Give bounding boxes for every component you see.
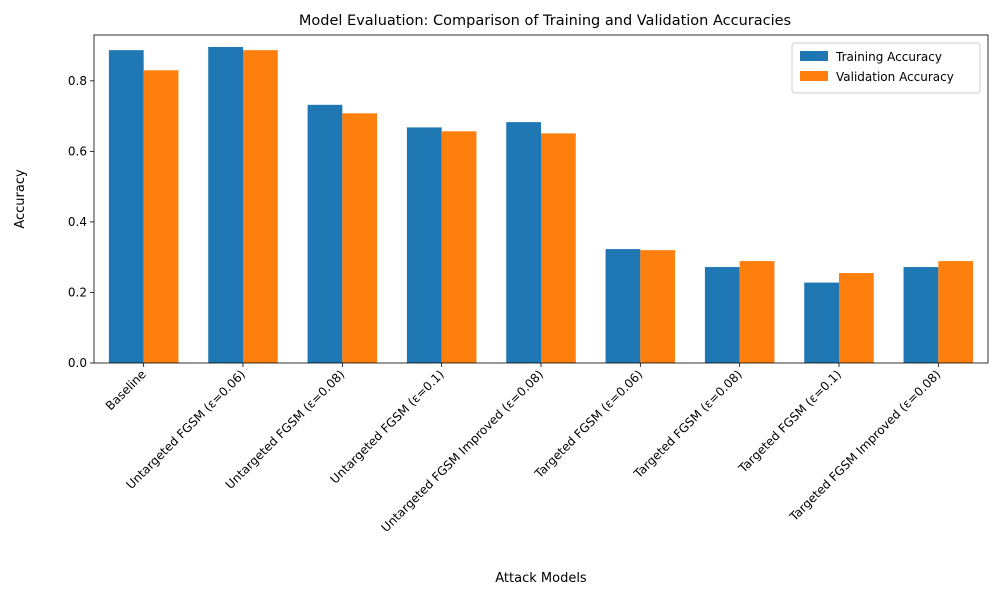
y-tick-label: 0.0 xyxy=(68,356,87,370)
validation-bar-7 xyxy=(839,273,874,363)
training-bar-4 xyxy=(506,122,541,363)
y-tick-label: 0.2 xyxy=(68,285,87,299)
x-tick-label: Targeted FGSM (ε=0.08) xyxy=(631,367,745,481)
validation-bar-6 xyxy=(739,261,775,363)
training-bar-7 xyxy=(804,282,839,363)
training-bar-2 xyxy=(307,104,343,363)
training-bar-1 xyxy=(208,46,243,364)
y-axis-label: Accuracy xyxy=(13,169,28,229)
y-tick-label: 0.6 xyxy=(68,144,87,158)
validation-bar-4 xyxy=(541,133,576,363)
validation-bar-5 xyxy=(640,250,676,363)
legend-swatch xyxy=(800,51,828,61)
plot-frame xyxy=(93,34,989,364)
y-tick-label: 0.8 xyxy=(68,74,87,88)
y-tick-label: 0.4 xyxy=(68,215,87,229)
training-bar-3 xyxy=(406,127,442,364)
validation-bar-8 xyxy=(938,261,974,363)
x-tick-label: Baseline xyxy=(103,367,149,413)
x-tick-label: Targeted FGSM (ε=0.06) xyxy=(531,367,645,481)
x-tick-label: Untargeted FGSM (ε=0.08) xyxy=(223,367,348,492)
training-bar-5 xyxy=(605,249,641,363)
x-axis-label: Attack Models xyxy=(495,571,587,586)
legend-box xyxy=(791,42,981,94)
validation-bar-1 xyxy=(243,50,278,364)
training-bar-8 xyxy=(903,267,939,363)
chart-title: Model Evaluation: Comparison of Training… xyxy=(299,13,791,29)
legend-label: Training Accuracy xyxy=(835,50,942,64)
x-tick-label: Untargeted FGSM (ε=0.06) xyxy=(123,367,248,492)
legend: Training Accuracy Validation Accuracy xyxy=(791,42,981,94)
x-tick-label: Targeted FGSM (ε=0.1) xyxy=(735,367,844,476)
x-tick-label: Untargeted FGSM (ε=0.1) xyxy=(328,367,447,486)
training-bar-6 xyxy=(704,267,740,363)
training-bar-0 xyxy=(108,50,144,364)
legend-label: Validation Accuracy xyxy=(836,70,954,84)
y-axis: 0.0 0.2 0.4 0.6 0.8 xyxy=(68,74,94,370)
validation-bar-0 xyxy=(143,70,179,364)
validation-bar-2 xyxy=(342,113,378,363)
bars-group xyxy=(108,46,974,364)
x-tick-label: Untargeted FGSM Improved (ε=0.08) xyxy=(378,367,546,535)
validation-bar-3 xyxy=(441,131,477,363)
legend-swatch xyxy=(800,71,828,81)
